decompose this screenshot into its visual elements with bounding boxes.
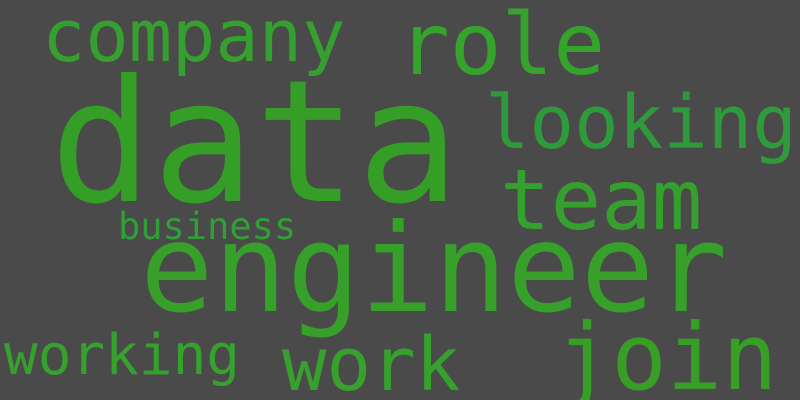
- word-join: join: [556, 304, 778, 400]
- word-company: company: [42, 0, 346, 78]
- word-role: role: [398, 0, 606, 95]
- word-data: data: [50, 44, 460, 242]
- word-team: team: [500, 151, 703, 249]
- word-looking: looking: [485, 80, 797, 166]
- word-work: work: [282, 322, 461, 400]
- word-business: business: [118, 205, 297, 248]
- word-engineer: engineer: [140, 198, 728, 340]
- word-working: working: [4, 323, 241, 388]
